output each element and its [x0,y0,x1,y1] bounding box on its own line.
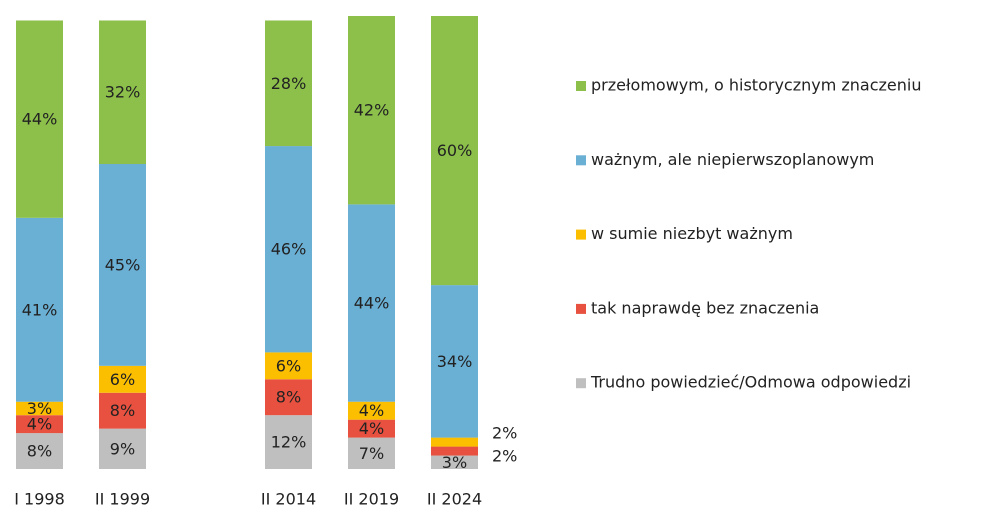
bar-segment [265,20,312,147]
bar-segment [99,20,146,165]
legend-label: Trudno powiedzieć/Odmowa odpowiedzi [590,373,911,392]
value-label: 2% [492,447,517,466]
bar-segment [348,437,395,469]
bar-segment [265,415,312,469]
bar-segment [99,392,146,429]
bar-segment [265,146,312,353]
value-label: 2% [492,424,517,443]
value-label: 12% [271,433,307,452]
value-label: 8% [27,442,52,461]
x-tick-label: II 2019 [344,490,399,509]
value-label: 8% [110,401,135,420]
value-label: 4% [359,419,384,438]
bar-segment [16,20,63,218]
value-label: 4% [27,415,52,434]
bar-segment [16,217,63,402]
bar-segment [431,285,478,438]
x-tick-label: II 2024 [427,490,482,509]
x-tick-label: II 1999 [95,490,150,509]
legend-swatch [576,378,586,389]
bar-segment [431,437,478,447]
value-label: 32% [105,83,141,102]
value-label: 3% [442,453,467,472]
x-tick-label: I 1998 [14,490,65,509]
legend-label: przełomowym, o historycznym znaczeniu [591,76,922,95]
bar-segment [348,419,395,438]
bar-segment [16,415,63,434]
value-label: 4% [359,401,384,420]
legend-label: tak naprawdę bez znaczenia [591,298,819,317]
value-label: 8% [276,388,301,407]
value-label: 34% [437,352,473,371]
value-label: 3% [27,399,52,418]
value-label: 6% [110,370,135,389]
value-label: 28% [271,74,307,93]
bar-segment [265,352,312,380]
value-label: 41% [22,300,58,319]
value-label: 42% [354,101,390,120]
bar-segment [348,401,395,420]
value-label: 6% [276,356,301,375]
value-label: 60% [437,141,473,160]
bar-segment [16,433,63,469]
value-label: 7% [359,444,384,463]
value-label: 9% [110,439,135,458]
bar-segment [431,16,478,286]
legend-swatch [576,155,586,166]
value-label: 44% [22,110,58,129]
bar-segment [431,446,478,456]
bar-segment [431,455,478,469]
bar-segment [99,164,146,366]
bar-segment [16,401,63,416]
legend-label: ważnym, ale niepierwszoplanowym [591,150,874,169]
bar-segment [348,204,395,402]
legend-swatch [576,229,586,240]
legend-label: w sumie niezbyt ważnym [591,224,793,243]
value-label: 45% [105,255,141,274]
bar-segment [265,379,312,416]
x-tick-label: II 2014 [261,490,316,509]
value-label: 46% [271,240,307,259]
bar-segment [99,365,146,393]
legend-swatch [576,81,586,91]
legend-swatch [576,303,586,314]
value-label: 44% [354,294,390,313]
bar-segment [99,428,146,469]
bar-segment [348,16,395,205]
